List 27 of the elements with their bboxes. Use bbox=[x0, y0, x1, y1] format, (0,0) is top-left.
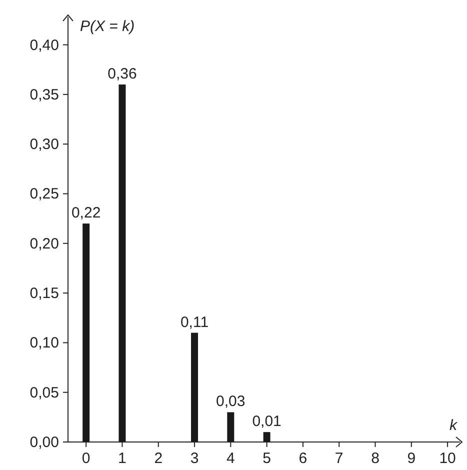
x-tick-label: 2 bbox=[154, 450, 163, 467]
y-tick-label: 0,25 bbox=[30, 186, 59, 203]
x-tick-label: 1 bbox=[118, 450, 126, 467]
y-tick-label: 0,40 bbox=[30, 36, 59, 54]
x-tick-label: 9 bbox=[407, 450, 416, 467]
data-label: 0,11 bbox=[180, 314, 209, 331]
y-tick-label: 0,35 bbox=[30, 86, 59, 104]
x-tick-label: 10 bbox=[439, 450, 456, 467]
data-label: 0,01 bbox=[252, 413, 282, 430]
y-axis-title: P(X = k) bbox=[80, 18, 135, 35]
data-label: 0,36 bbox=[108, 66, 137, 83]
x-tick-label: 8 bbox=[371, 450, 380, 467]
y-tick-label: 0,30 bbox=[30, 136, 59, 154]
data-label: 0,03 bbox=[216, 393, 246, 410]
x-tick-label: 6 bbox=[298, 450, 308, 467]
x-tick-label: 7 bbox=[334, 450, 344, 467]
y-tick-label: 0,20 bbox=[30, 235, 59, 252]
x-tick-label: 3 bbox=[190, 450, 199, 467]
y-tick-label: 0,10 bbox=[30, 334, 59, 352]
data-label: 0,22 bbox=[71, 204, 101, 222]
x-tick-label: 4 bbox=[226, 450, 235, 467]
y-tick-label: 0,05 bbox=[30, 384, 59, 402]
y-tick-label: 0,15 bbox=[30, 285, 59, 302]
y-tick-label: 0,00 bbox=[30, 434, 59, 451]
x-axis-title: k bbox=[450, 417, 458, 434]
x-tick-label: 0 bbox=[82, 450, 90, 467]
x-tick-label: 5 bbox=[262, 450, 271, 467]
